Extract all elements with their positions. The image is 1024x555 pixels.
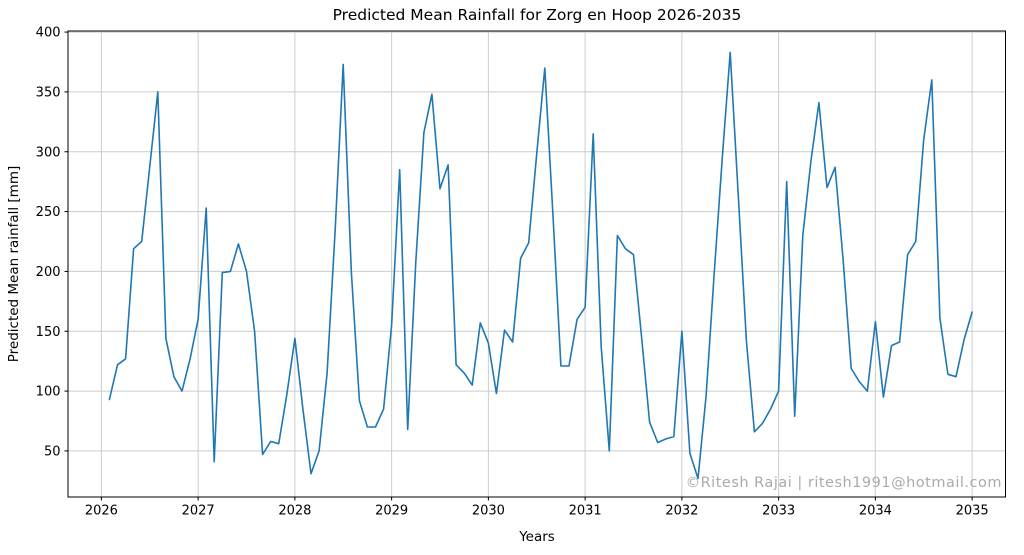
y-tick-label: 350 — [36, 86, 61, 101]
y-tick-label: 250 — [36, 205, 61, 220]
x-axis-label: Years — [519, 529, 555, 545]
x-tick-label: 2035 — [956, 504, 989, 519]
x-tick-label: 2030 — [472, 504, 505, 519]
y-tick-label: 200 — [36, 265, 61, 280]
x-tick-label: 2034 — [859, 504, 892, 519]
watermark: ©Ritesh Rajai | ritesh1991@hotmail.com — [685, 475, 1002, 491]
x-tick-label: 2029 — [375, 504, 408, 519]
x-tick-label: 2031 — [569, 504, 602, 519]
x-tick-label: 2028 — [278, 504, 311, 519]
y-tick-label: 50 — [44, 445, 61, 460]
y-tick-label: 150 — [36, 325, 61, 340]
y-tick-label: 400 — [36, 26, 61, 41]
y-tick-label: 300 — [36, 145, 61, 160]
rainfall-line — [108, 51, 973, 480]
x-tick-label: 2027 — [182, 504, 215, 519]
x-tick-label: 2033 — [762, 504, 795, 519]
chart-title: Predicted Mean Rainfall for Zorg en Hoop… — [332, 6, 742, 24]
y-tick-label: 100 — [36, 385, 61, 400]
x-tick-label: 2032 — [665, 504, 698, 519]
x-tick-label: 2026 — [85, 504, 118, 519]
axes-spines — [67, 30, 1006, 498]
